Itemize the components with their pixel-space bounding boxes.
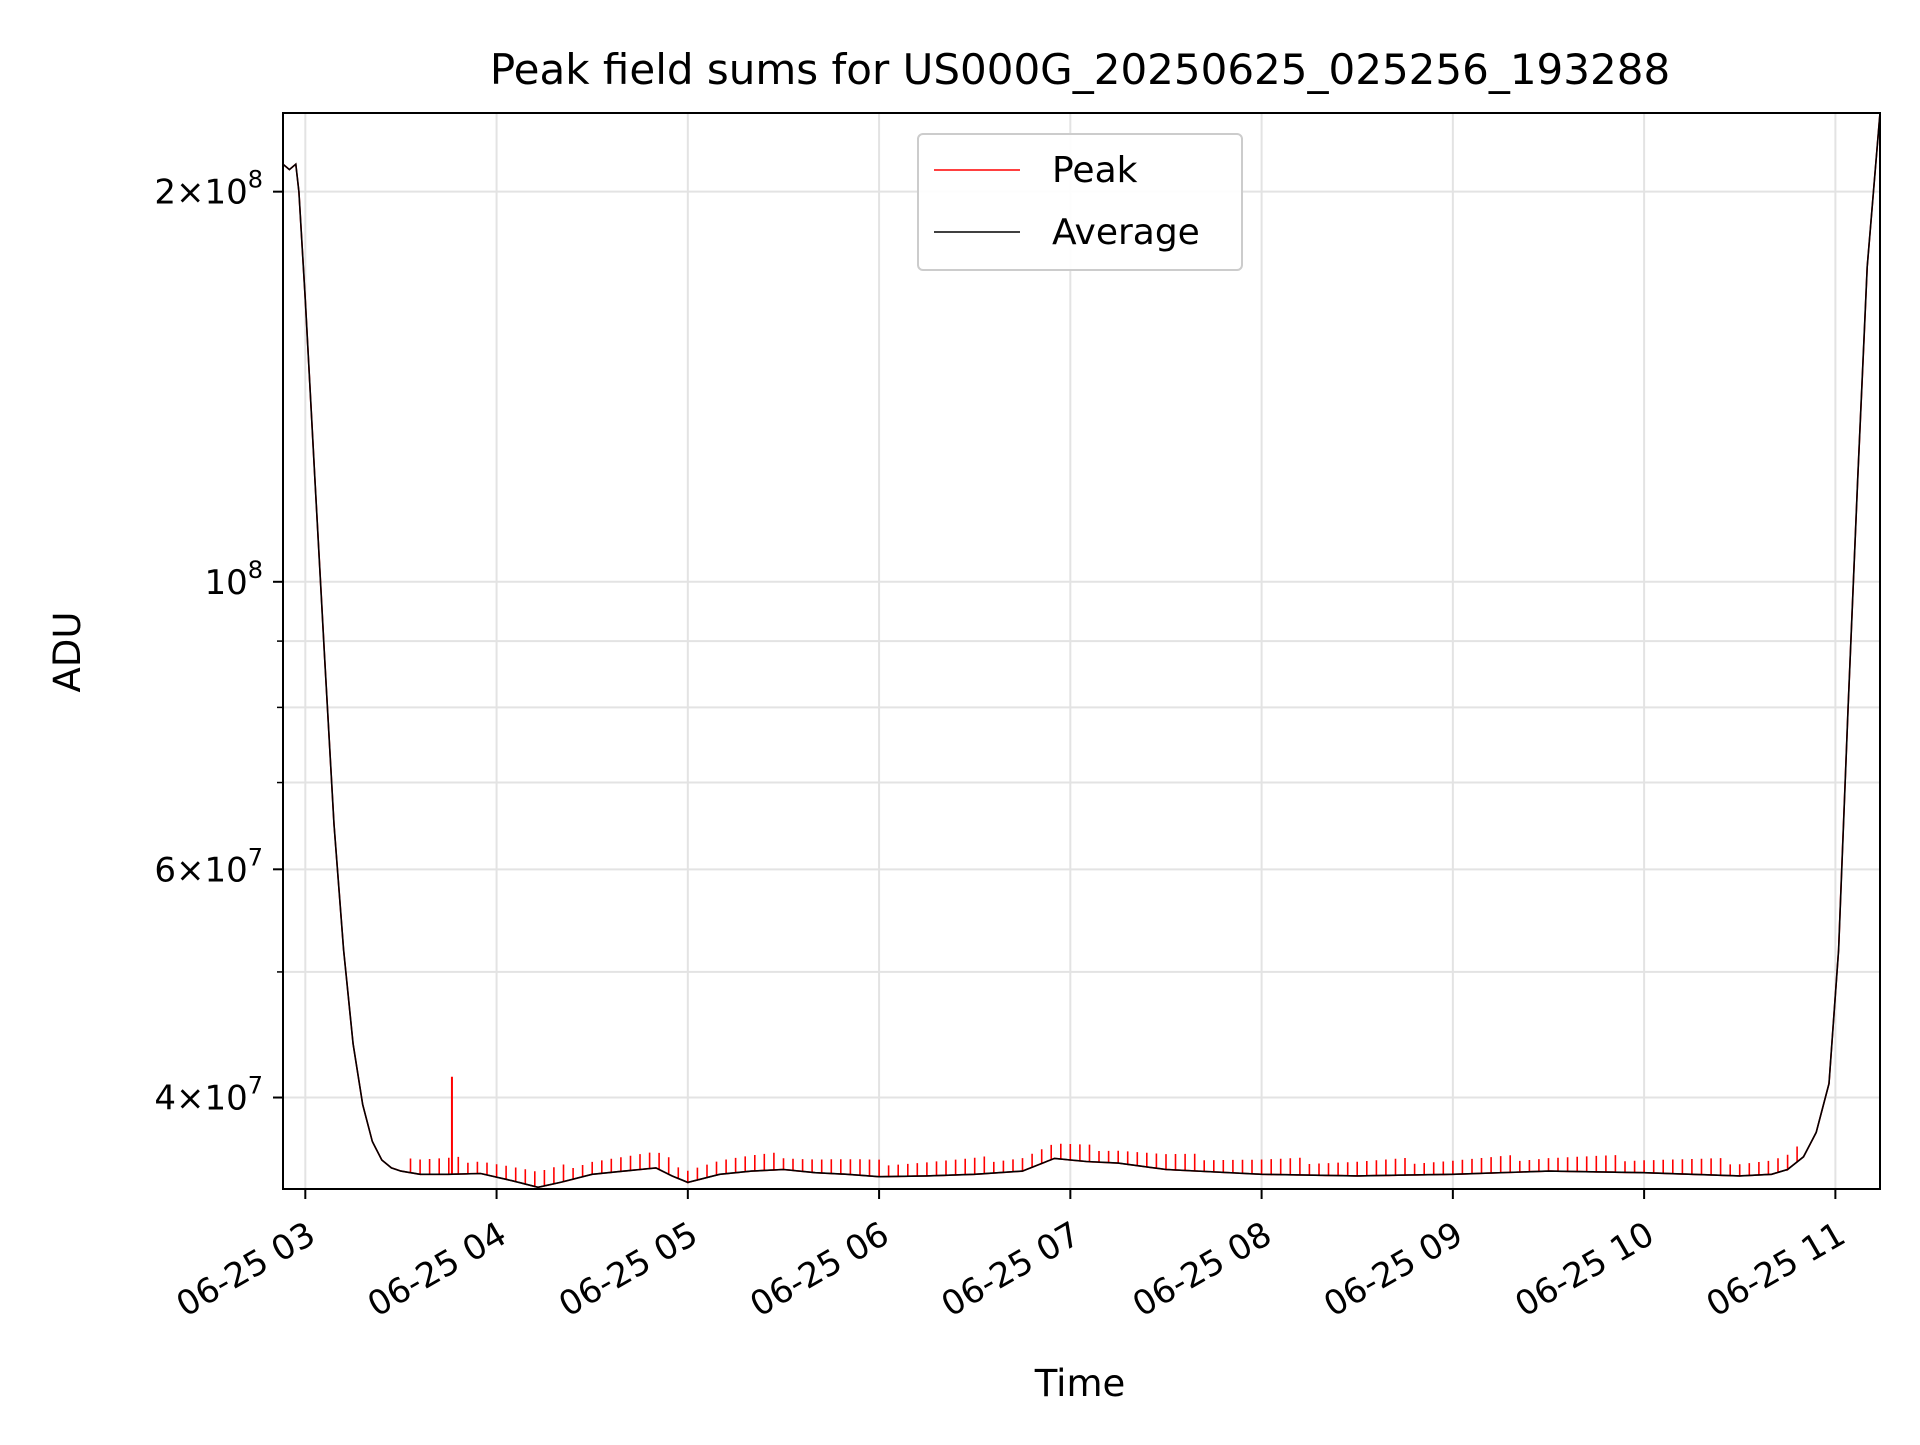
x-tick-label: 06-25 08 [1126, 1214, 1278, 1325]
series-line-average [283, 113, 1880, 1189]
x-tick-label: 06-25 05 [552, 1214, 704, 1325]
x-tick-label: 06-25 11 [1700, 1214, 1852, 1325]
series-line-peak [283, 113, 1880, 1189]
y-axis-label: ADU [46, 612, 89, 693]
chart-title: Peak field sums for US000G_20250625_0252… [490, 45, 1670, 94]
x-tick-label: 06-25 04 [361, 1214, 513, 1325]
legend-label-average: Average [1052, 212, 1200, 253]
x-tick-label: 06-25 10 [1509, 1214, 1661, 1325]
y-tick-label: 2×108 [154, 166, 263, 213]
x-tick-label: 06-25 03 [170, 1214, 322, 1325]
plot-area [283, 113, 1880, 1189]
legend-label-peak: Peak [1052, 150, 1138, 191]
plot-frame [282, 112, 1881, 1190]
x-tick-label: 06-25 09 [1317, 1214, 1469, 1325]
y-tick-label: 108 [204, 556, 263, 603]
x-tick-label: 06-25 07 [935, 1214, 1087, 1325]
grid [283, 113, 1880, 1189]
x-tick-label: 06-25 06 [744, 1214, 896, 1325]
legend-box [917, 133, 1243, 271]
y-tick-label: 4×107 [154, 1072, 263, 1119]
y-tick-label: 6×107 [154, 843, 263, 890]
x-axis-label: Time [1034, 1362, 1126, 1405]
legend: Peak Average [917, 133, 1243, 271]
